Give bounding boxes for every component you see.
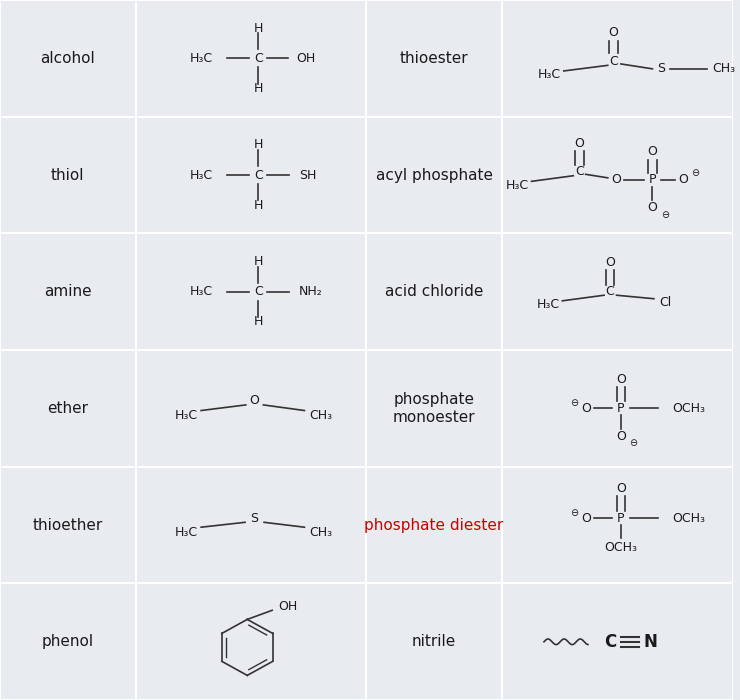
- Text: phosphate diester: phosphate diester: [365, 517, 504, 533]
- Text: O: O: [616, 482, 626, 495]
- Text: H: H: [254, 139, 263, 151]
- Text: thiol: thiol: [51, 167, 84, 183]
- Text: C: C: [604, 633, 616, 651]
- Text: acyl phosphate: acyl phosphate: [376, 167, 493, 183]
- Text: OCH₃: OCH₃: [605, 541, 637, 554]
- Text: C: C: [254, 52, 263, 65]
- Text: ⊖: ⊖: [661, 210, 669, 220]
- Text: C: C: [575, 165, 584, 178]
- Text: thioether: thioether: [33, 517, 103, 533]
- Text: H₃C: H₃C: [175, 409, 198, 422]
- Text: S: S: [657, 62, 665, 76]
- Text: H₃C: H₃C: [189, 285, 212, 298]
- Text: H₃C: H₃C: [189, 169, 212, 181]
- Text: H: H: [254, 315, 263, 328]
- Text: O: O: [581, 512, 591, 524]
- Text: OH: OH: [296, 52, 315, 65]
- Text: nitrile: nitrile: [412, 634, 457, 650]
- Text: C: C: [609, 55, 618, 69]
- Text: S: S: [251, 512, 258, 524]
- Text: H: H: [254, 22, 263, 35]
- Text: O: O: [605, 256, 615, 269]
- Text: ⊖: ⊖: [570, 508, 578, 517]
- Text: C: C: [254, 285, 263, 298]
- Text: O: O: [574, 137, 584, 150]
- Text: P: P: [617, 512, 625, 524]
- Text: acid chloride: acid chloride: [385, 284, 483, 299]
- Text: H₃C: H₃C: [538, 68, 561, 81]
- Text: H: H: [254, 82, 263, 95]
- Text: H₃C: H₃C: [175, 526, 198, 538]
- Text: OCH₃: OCH₃: [672, 402, 705, 415]
- Text: P: P: [617, 402, 625, 415]
- Text: P: P: [649, 174, 656, 186]
- Text: amine: amine: [44, 284, 92, 299]
- Text: NH₂: NH₂: [299, 285, 323, 298]
- Text: H₃C: H₃C: [537, 298, 560, 311]
- Text: O: O: [648, 202, 657, 214]
- Text: CH₃: CH₃: [713, 62, 736, 76]
- Text: C: C: [605, 285, 614, 298]
- Text: O: O: [610, 174, 621, 186]
- Text: phenol: phenol: [41, 634, 94, 650]
- Text: O: O: [581, 402, 591, 415]
- Text: H₃C: H₃C: [189, 52, 212, 65]
- Text: O: O: [616, 430, 626, 443]
- Text: C: C: [254, 169, 263, 181]
- Text: N: N: [643, 633, 657, 651]
- Text: ⊖: ⊖: [629, 438, 637, 449]
- Text: phosphate
monoester: phosphate monoester: [393, 392, 475, 425]
- Text: O: O: [609, 26, 619, 39]
- Text: thioester: thioester: [400, 51, 468, 66]
- Text: CH₃: CH₃: [309, 409, 333, 422]
- Text: O: O: [679, 174, 688, 186]
- Text: Cl: Cl: [659, 295, 671, 309]
- Text: H₃C: H₃C: [506, 179, 529, 192]
- Text: H: H: [254, 199, 263, 211]
- Text: ether: ether: [47, 401, 88, 416]
- Text: SH: SH: [300, 169, 317, 181]
- Text: alcohol: alcohol: [41, 51, 95, 66]
- Text: CH₃: CH₃: [309, 526, 333, 538]
- Text: O: O: [249, 393, 260, 407]
- Text: O: O: [616, 372, 626, 386]
- Text: ⊖: ⊖: [692, 168, 700, 178]
- Text: OH: OH: [278, 601, 297, 613]
- Text: OCH₃: OCH₃: [672, 512, 705, 524]
- Text: ⊖: ⊖: [570, 398, 578, 408]
- Text: H: H: [254, 255, 263, 268]
- Text: O: O: [648, 146, 657, 158]
